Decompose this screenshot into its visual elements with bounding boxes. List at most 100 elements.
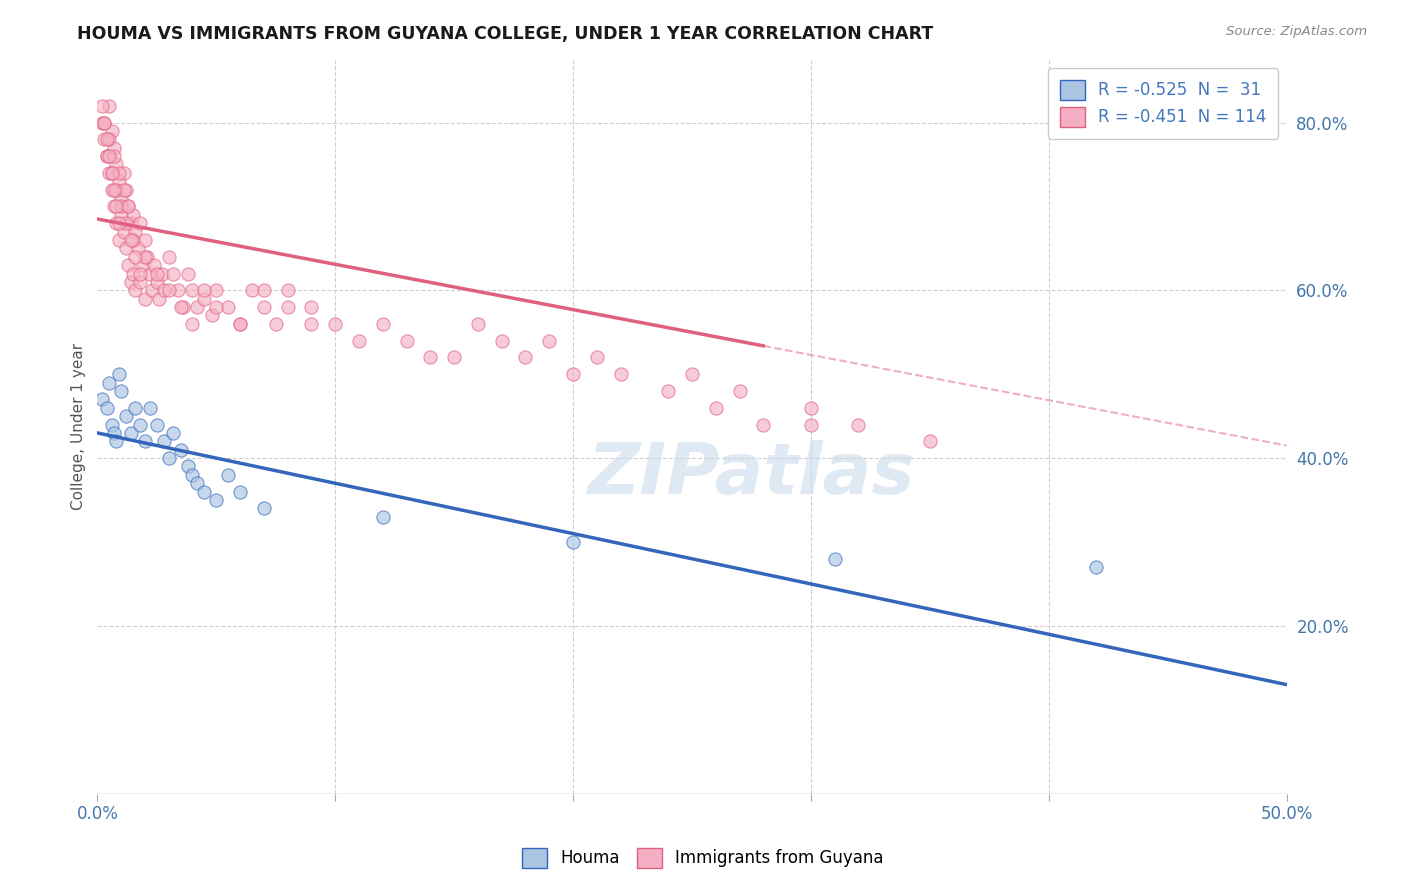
Point <box>918 434 941 449</box>
Point <box>129 267 152 281</box>
Point <box>120 425 142 440</box>
Point <box>562 368 585 382</box>
Point <box>98 132 121 146</box>
Point <box>253 283 276 297</box>
Point <box>229 484 252 499</box>
Point <box>110 191 132 205</box>
Point <box>98 99 121 113</box>
Point <box>98 149 121 163</box>
Point <box>181 317 204 331</box>
Point <box>120 275 142 289</box>
Point <box>186 476 208 491</box>
Point <box>91 115 114 129</box>
Point <box>157 283 180 297</box>
Point <box>117 199 139 213</box>
Point <box>110 208 132 222</box>
Point <box>134 434 156 449</box>
Point <box>96 132 118 146</box>
Point <box>96 401 118 415</box>
Point <box>127 241 149 255</box>
Point <box>122 233 145 247</box>
Point <box>681 368 703 382</box>
Point <box>103 425 125 440</box>
Point <box>124 225 146 239</box>
Point <box>167 283 190 297</box>
Point <box>124 401 146 415</box>
Point <box>148 292 170 306</box>
Point <box>277 300 299 314</box>
Point <box>134 292 156 306</box>
Point <box>253 501 276 516</box>
Y-axis label: College, Under 1 year: College, Under 1 year <box>72 343 86 510</box>
Legend: Houma, Immigrants from Guyana: Houma, Immigrants from Guyana <box>516 841 890 875</box>
Point <box>240 283 263 297</box>
Point <box>129 275 152 289</box>
Point <box>752 417 775 432</box>
Point <box>115 183 138 197</box>
Point <box>124 283 146 297</box>
Point <box>96 149 118 163</box>
Point <box>162 267 184 281</box>
Point <box>96 149 118 163</box>
Point <box>110 384 132 398</box>
Point <box>157 250 180 264</box>
Point <box>419 351 441 365</box>
Point <box>193 292 215 306</box>
Text: ZIPatlas: ZIPatlas <box>588 441 915 509</box>
Point <box>146 267 169 281</box>
Point <box>200 309 222 323</box>
Point <box>112 166 135 180</box>
Point <box>124 250 146 264</box>
Point <box>100 166 122 180</box>
Point <box>115 409 138 424</box>
Point <box>728 384 751 398</box>
Point <box>105 157 128 171</box>
Point <box>129 216 152 230</box>
Point <box>181 467 204 482</box>
Point <box>107 368 129 382</box>
Text: HOUMA VS IMMIGRANTS FROM GUYANA COLLEGE, UNDER 1 YEAR CORRELATION CHART: HOUMA VS IMMIGRANTS FROM GUYANA COLLEGE,… <box>77 25 934 43</box>
Point <box>122 208 145 222</box>
Point <box>105 216 128 230</box>
Point <box>105 183 128 197</box>
Point <box>122 267 145 281</box>
Point <box>103 149 125 163</box>
Point <box>157 451 180 466</box>
Point <box>162 425 184 440</box>
Point <box>110 199 132 213</box>
Point <box>120 233 142 247</box>
Point <box>205 493 228 508</box>
Point <box>193 283 215 297</box>
Point <box>205 283 228 297</box>
Point <box>657 384 679 398</box>
Point <box>100 417 122 432</box>
Point <box>609 368 631 382</box>
Point <box>491 334 513 348</box>
Point <box>105 434 128 449</box>
Point <box>205 300 228 314</box>
Point <box>131 258 153 272</box>
Point <box>141 283 163 297</box>
Point <box>153 283 176 297</box>
Point <box>824 551 846 566</box>
Point <box>98 376 121 390</box>
Point <box>172 300 194 314</box>
Point <box>134 250 156 264</box>
Point <box>395 334 418 348</box>
Point <box>515 351 537 365</box>
Point <box>177 267 200 281</box>
Point <box>107 166 129 180</box>
Point <box>112 183 135 197</box>
Point <box>117 199 139 213</box>
Point <box>299 317 322 331</box>
Point <box>1085 560 1108 574</box>
Point <box>107 216 129 230</box>
Point <box>264 317 287 331</box>
Point <box>443 351 465 365</box>
Point <box>186 300 208 314</box>
Point <box>299 300 322 314</box>
Point <box>467 317 489 331</box>
Point <box>98 166 121 180</box>
Point <box>562 535 585 549</box>
Point <box>138 401 160 415</box>
